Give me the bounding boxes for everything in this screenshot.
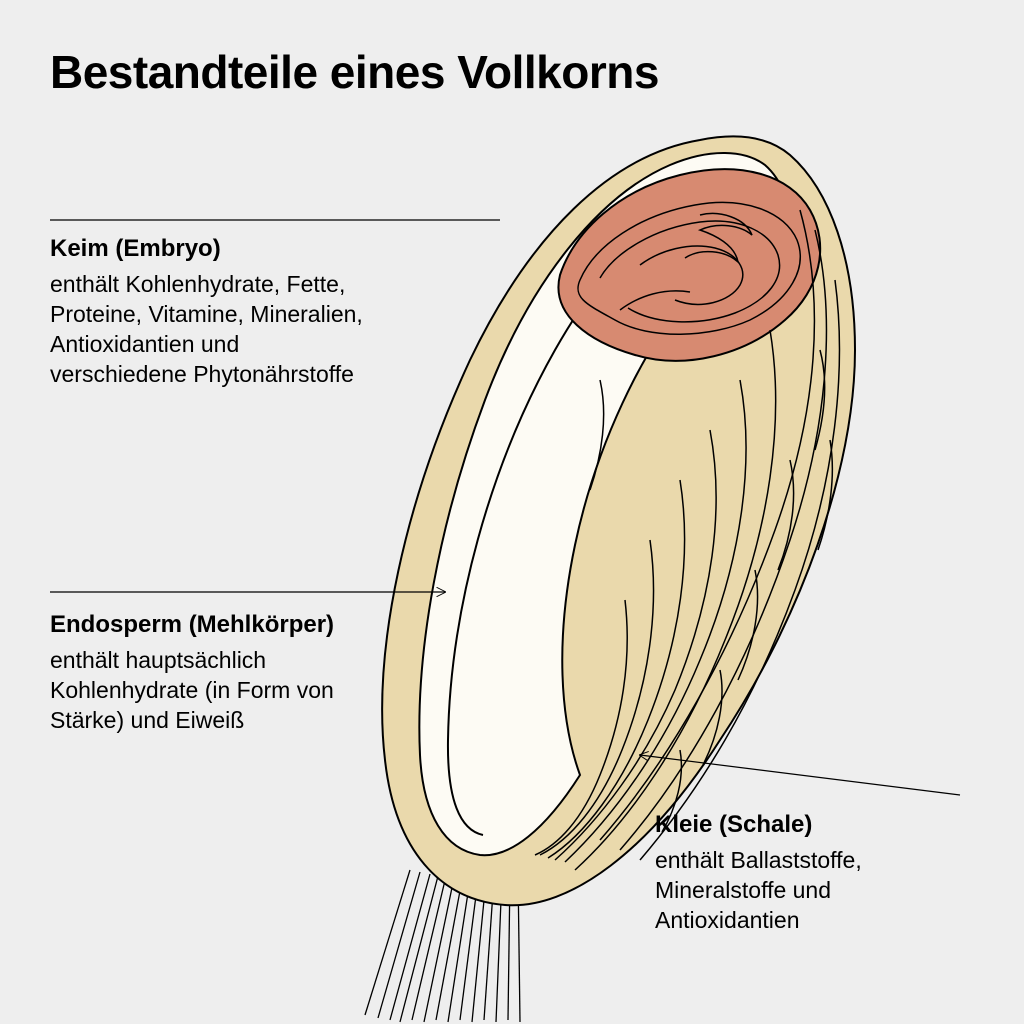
label-kleie-body: enthält Ballaststoffe, Mineralstoffe und… [655,846,975,936]
label-endosperm-head: Endosperm (Mehlkörper) [50,610,350,640]
label-kleie-head: Kleie (Schale) [655,810,975,840]
diagram-title: Bestandteile eines Vollkorns [50,45,659,99]
diagram-canvas: Bestandteile eines Vollkorns Keim (Embry… [0,0,1024,1024]
label-keim-body: enthält Kohlenhydrate, Fette, Proteine, … [50,270,380,390]
label-kleie: Kleie (Schale) enthält Ballaststoffe, Mi… [655,810,975,936]
label-keim: Keim (Embryo) enthält Kohlenhydrate, Fet… [50,234,380,390]
label-keim-head: Keim (Embryo) [50,234,380,264]
label-endosperm-body: enthält hauptsächlich Kohlenhydrate (in … [50,646,350,736]
label-endosperm: Endosperm (Mehlkörper) enthält hauptsäch… [50,610,350,736]
